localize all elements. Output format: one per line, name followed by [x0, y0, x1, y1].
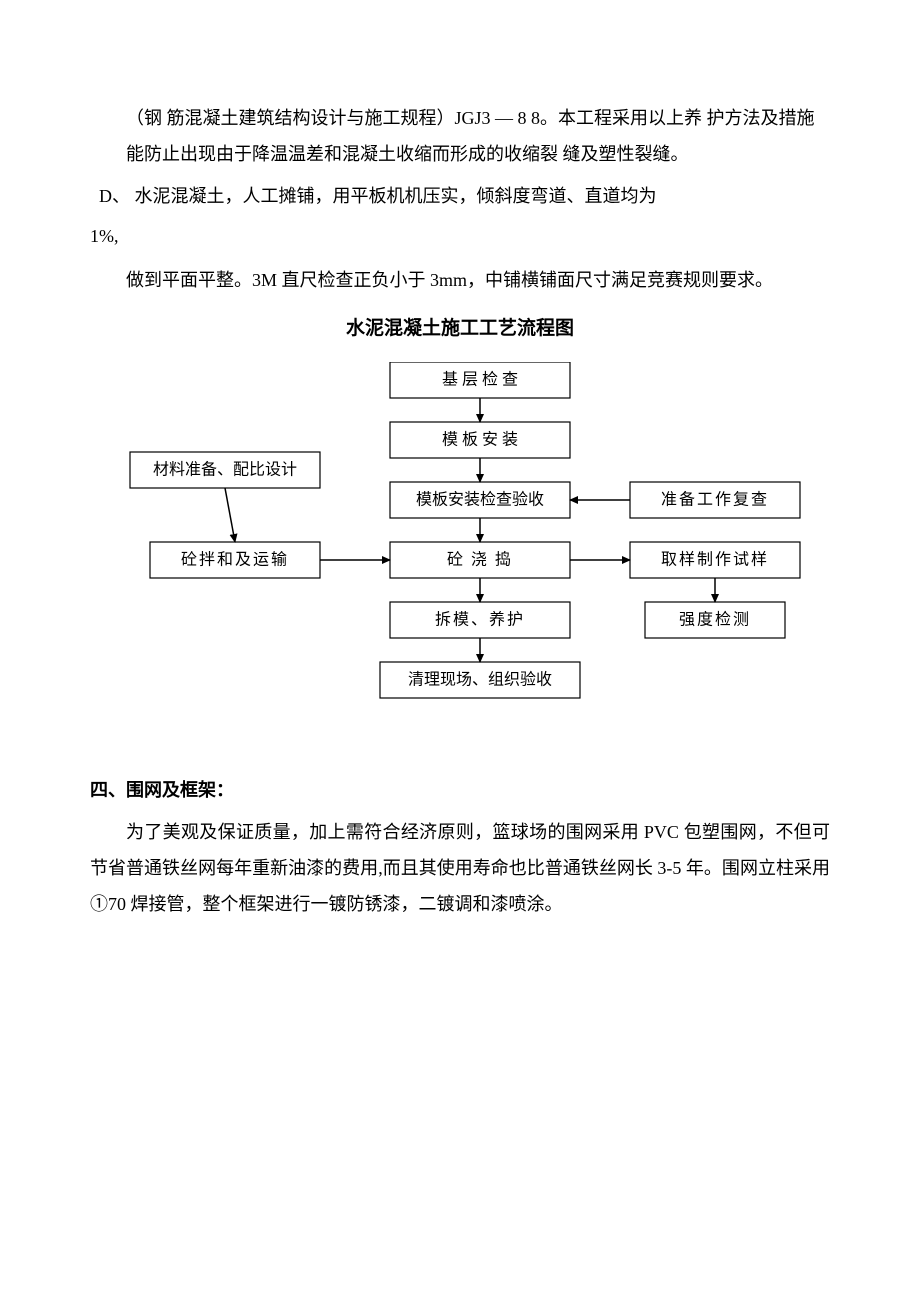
flowchart-container: 基 层 检 查模 板 安 装模板安装检查验收砼 浇 捣拆模、养护清理现场、组织验… — [90, 362, 830, 762]
flow-node-label-n2: 模 板 安 装 — [442, 431, 518, 449]
flow-node-label-nL1: 材料准备、配比设计 — [153, 461, 297, 479]
flow-edge-5 — [225, 488, 235, 542]
paragraph-1pct: 1%, — [90, 218, 830, 254]
section-4-body: 为了美观及保证质量，加上需符合经济原则，篮球场的围网采用 PVC 包塑围网，不但… — [90, 814, 830, 922]
flow-node-label-nR3: 强度检测 — [679, 611, 751, 629]
flow-node-label-n1: 基 层 检 查 — [442, 371, 518, 389]
flow-node-label-nL2: 砼拌和及运输 — [181, 551, 289, 569]
flow-node-label-nR1: 准备工作复查 — [661, 491, 769, 509]
paragraph-d: D、 水泥混凝土，人工摊铺，用平板机机压实，倾斜度弯道、直道均为 — [99, 178, 830, 214]
flow-node-label-n5: 拆模、养护 — [435, 611, 525, 629]
flowchart-svg: 基 层 检 查模 板 安 装模板安装检查验收砼 浇 捣拆模、养护清理现场、组织验… — [90, 362, 830, 762]
flow-node-label-n3: 模板安装检查验收 — [416, 491, 544, 509]
flow-node-label-n4: 砼 浇 捣 — [447, 551, 513, 569]
flowchart-title: 水泥混凝土施工工艺流程图 — [90, 310, 830, 348]
section-4-heading: 四、围网及框架： — [90, 772, 830, 808]
flow-node-label-nR2: 取样制作试样 — [661, 551, 769, 569]
paragraph-1: （钢 筋混凝土建筑结构设计与施工规程）JGJ3 — 8 8。本工程采用以上养 护… — [126, 100, 830, 172]
flow-node-label-n6: 清理现场、组织验收 — [408, 671, 552, 689]
paragraph-4: 做到平面平整。3M 直尺检查正负小于 3mm，中铺横铺面尺寸满足竞赛规则要求。 — [126, 262, 830, 298]
